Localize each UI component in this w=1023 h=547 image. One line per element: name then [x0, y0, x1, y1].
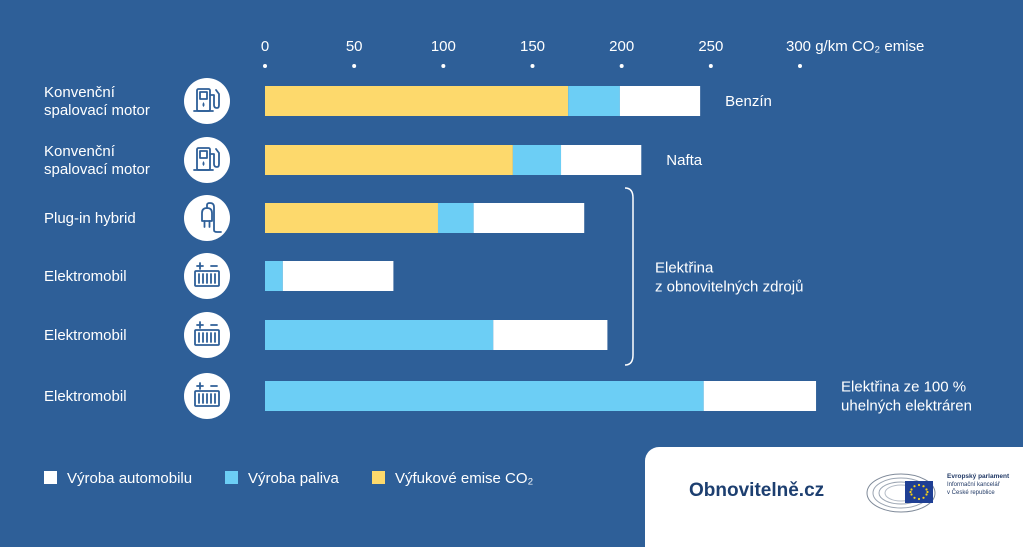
legend-swatch [372, 471, 385, 484]
battery-body [194, 329, 220, 346]
battery-body [194, 390, 220, 407]
pump-window [199, 91, 208, 100]
axis-tick-dot [530, 64, 535, 68]
axis-tick-dot [708, 64, 713, 68]
axis-tick-label: 200 [609, 38, 634, 55]
ep-line-2: Informační kancelář [947, 482, 1000, 488]
annotation-label: Elektřina [655, 260, 714, 277]
bar-segment [619, 86, 701, 116]
row-label: spalovací motor [44, 102, 150, 119]
bracket [624, 187, 634, 366]
bar-segment [265, 145, 513, 175]
bar-segment [265, 86, 569, 116]
bar-segment [265, 320, 494, 350]
axis-tick-label: 100 [431, 38, 456, 55]
battery-icon [184, 253, 230, 299]
axis-tick-label: 50 [346, 38, 363, 55]
row-label: Konvenční [44, 143, 116, 160]
annotation-label: uhelných elektráren [841, 398, 972, 415]
row-label: spalovací motor [44, 161, 150, 178]
legend-swatch [44, 471, 57, 484]
ep-line-1: Evropský parlament [947, 473, 1010, 480]
axis-tick-dot [798, 64, 802, 68]
pump-hose [209, 89, 220, 109]
row-label: Elektromobil [44, 268, 127, 285]
legend-label: Výroba paliva [248, 470, 340, 487]
row-label: Elektromobil [44, 388, 127, 405]
bar-segment [282, 261, 394, 291]
row-label: Konvenční [44, 84, 116, 101]
axis-tick-dot [619, 64, 624, 68]
axis-tick-label: 250 [698, 38, 723, 55]
annotation-label: Benzín [725, 93, 772, 110]
battery-icon [184, 312, 230, 358]
battery-body [194, 270, 220, 287]
bar-segment [473, 203, 585, 233]
axis-tick-dot [263, 64, 267, 68]
obnovitelne-logo[interactable]: Obnovitelně.cz [689, 480, 824, 502]
annotation-label: z obnovitelných zdrojů [655, 279, 803, 296]
logo-card: Obnovitelně.cz Evropský parlamen [645, 447, 1023, 547]
bar-segment [493, 320, 608, 350]
legend-label: Výfukové emise CO₂ [395, 470, 534, 487]
bar-segment [561, 145, 642, 175]
axis-tick-label: 300 g/km CO₂ emise [786, 38, 924, 55]
legend-swatch [225, 471, 238, 484]
annotation-label: Elektřina ze 100 % [841, 379, 966, 396]
bar-segment [265, 261, 283, 291]
ep-logo-text: Evropský parlament Informační kancelář v… [947, 473, 1023, 497]
legend-label: Výroba automobilu [67, 470, 192, 487]
parliament-hemicycle-icon [866, 473, 936, 513]
bar-segment [265, 381, 704, 411]
obnovitelne-logo-text: Obnovitelně.cz [689, 480, 825, 501]
bar-segment [512, 145, 562, 175]
fuel-pump-icon [184, 78, 230, 124]
pump-hose [209, 148, 220, 168]
bar-segment [568, 86, 620, 116]
row-label: Plug-in hybrid [44, 210, 136, 227]
plug-icon [184, 195, 230, 241]
emissions-chart: 0 50 100 150 200 250 300 g/km CO₂ emise Konvenč… [44, 38, 972, 487]
axis-tick-label: 150 [520, 38, 545, 55]
annotation-label: Nafta [666, 152, 703, 169]
infographic: 0 50 100 150 200 250 300 g/km CO₂ emise Konvenč… [44, 38, 1023, 547]
pump-drop [202, 161, 205, 166]
icon-circle [184, 137, 230, 183]
icon-circle [184, 195, 230, 241]
axis-tick-label: 0 [261, 38, 269, 55]
axis-tick-dot [441, 64, 446, 68]
axis-tick-dot [352, 64, 357, 68]
icon-circle [184, 78, 230, 124]
bar-segment [437, 203, 474, 233]
ep-line-3: v České republice [947, 490, 995, 496]
european-parliament-logo[interactable]: Evropský parlament Informační kancelář v… [865, 471, 1015, 515]
row-label: Elektromobil [44, 327, 127, 344]
bar-segment [703, 381, 817, 411]
battery-icon [184, 373, 230, 419]
pump-drop [202, 102, 205, 107]
bar-segment [265, 203, 438, 233]
plug-cable [206, 202, 222, 233]
pump-window [199, 150, 208, 159]
fuel-pump-icon [184, 137, 230, 183]
